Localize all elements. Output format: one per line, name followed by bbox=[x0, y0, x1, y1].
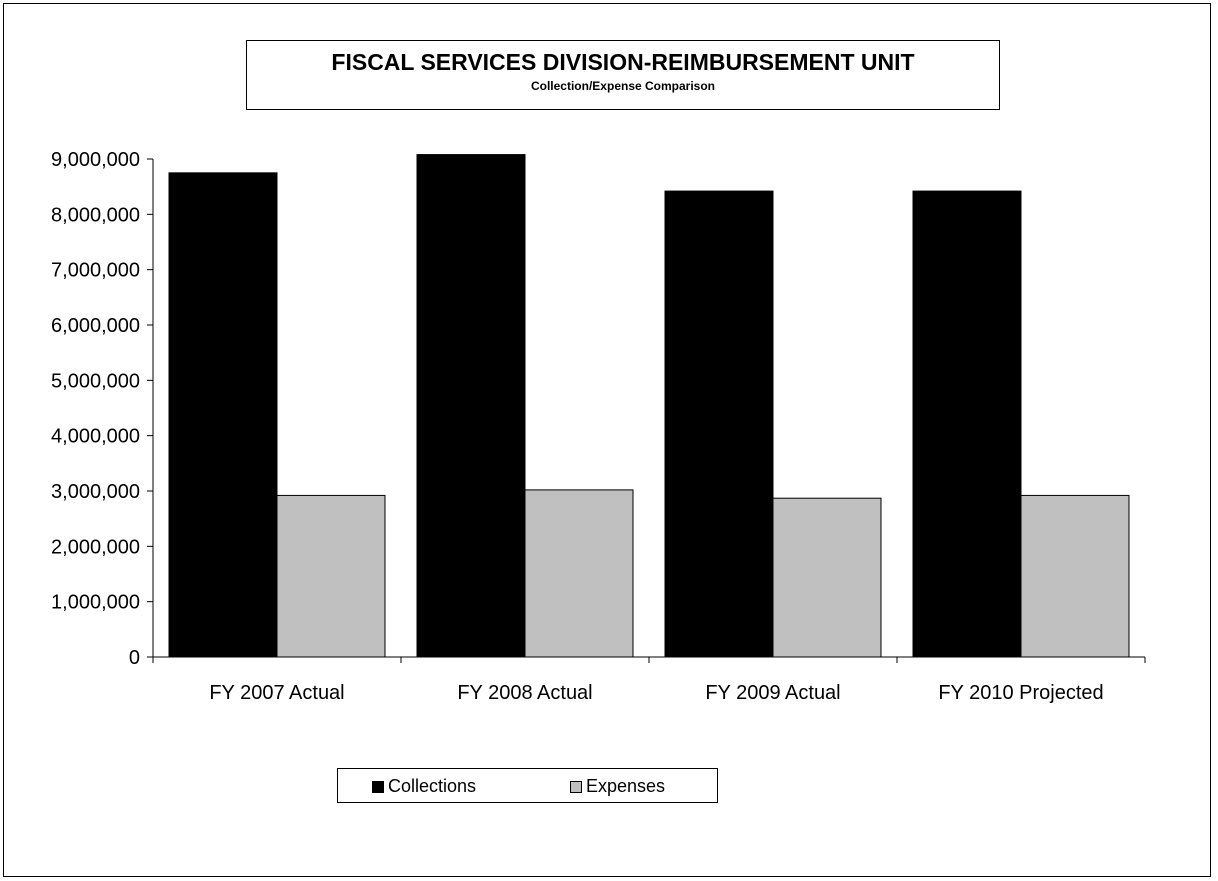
bar-collections bbox=[168, 172, 278, 658]
y-tick-label: 8,000,000 bbox=[51, 204, 140, 226]
x-tick-label: FY 2008 Actual bbox=[457, 682, 592, 704]
y-tick-label: 0 bbox=[129, 647, 140, 669]
x-tick-label: FY 2009 Actual bbox=[705, 682, 840, 704]
chart-legend: Collections Expenses bbox=[337, 768, 718, 803]
chart-title-box: FISCAL SERVICES DIVISION-REIMBURSEMENT U… bbox=[246, 40, 1000, 110]
chart-subtitle: Collection/Expense Comparison bbox=[530, 79, 716, 93]
x-tick-label: FY 2010 Projected bbox=[938, 682, 1103, 704]
bar-collections bbox=[912, 190, 1022, 658]
y-tick-label: 6,000,000 bbox=[51, 315, 140, 337]
bar-expenses bbox=[276, 494, 386, 658]
chart-title: FISCAL SERVICES DIVISION-REIMBURSEMENT U… bbox=[331, 49, 915, 75]
y-tick-label: 7,000,000 bbox=[51, 260, 140, 282]
bar-expenses bbox=[524, 489, 634, 658]
legend-swatch-expenses bbox=[570, 780, 582, 793]
x-tick-label: FY 2007 Actual bbox=[209, 682, 344, 704]
y-tick-label: 1,000,000 bbox=[51, 592, 140, 614]
bar-collections bbox=[416, 154, 526, 658]
legend-label-expenses: Expenses bbox=[586, 776, 666, 796]
legend-label-collections: Collections bbox=[388, 776, 477, 796]
bar-expenses bbox=[1020, 494, 1130, 658]
legend-item-collections: Collections bbox=[372, 776, 476, 797]
y-tick-label: 5,000,000 bbox=[51, 370, 140, 392]
y-tick-label: 4,000,000 bbox=[51, 426, 140, 448]
legend-item-expenses: Expenses bbox=[570, 776, 665, 797]
legend-swatch-collections bbox=[372, 780, 384, 793]
y-tick-label: 2,000,000 bbox=[51, 536, 140, 558]
y-tick-label: 9,000,000 bbox=[51, 149, 140, 171]
y-tick-label: 3,000,000 bbox=[51, 481, 140, 503]
bar-expenses bbox=[772, 497, 882, 658]
bar-collections bbox=[664, 190, 774, 658]
